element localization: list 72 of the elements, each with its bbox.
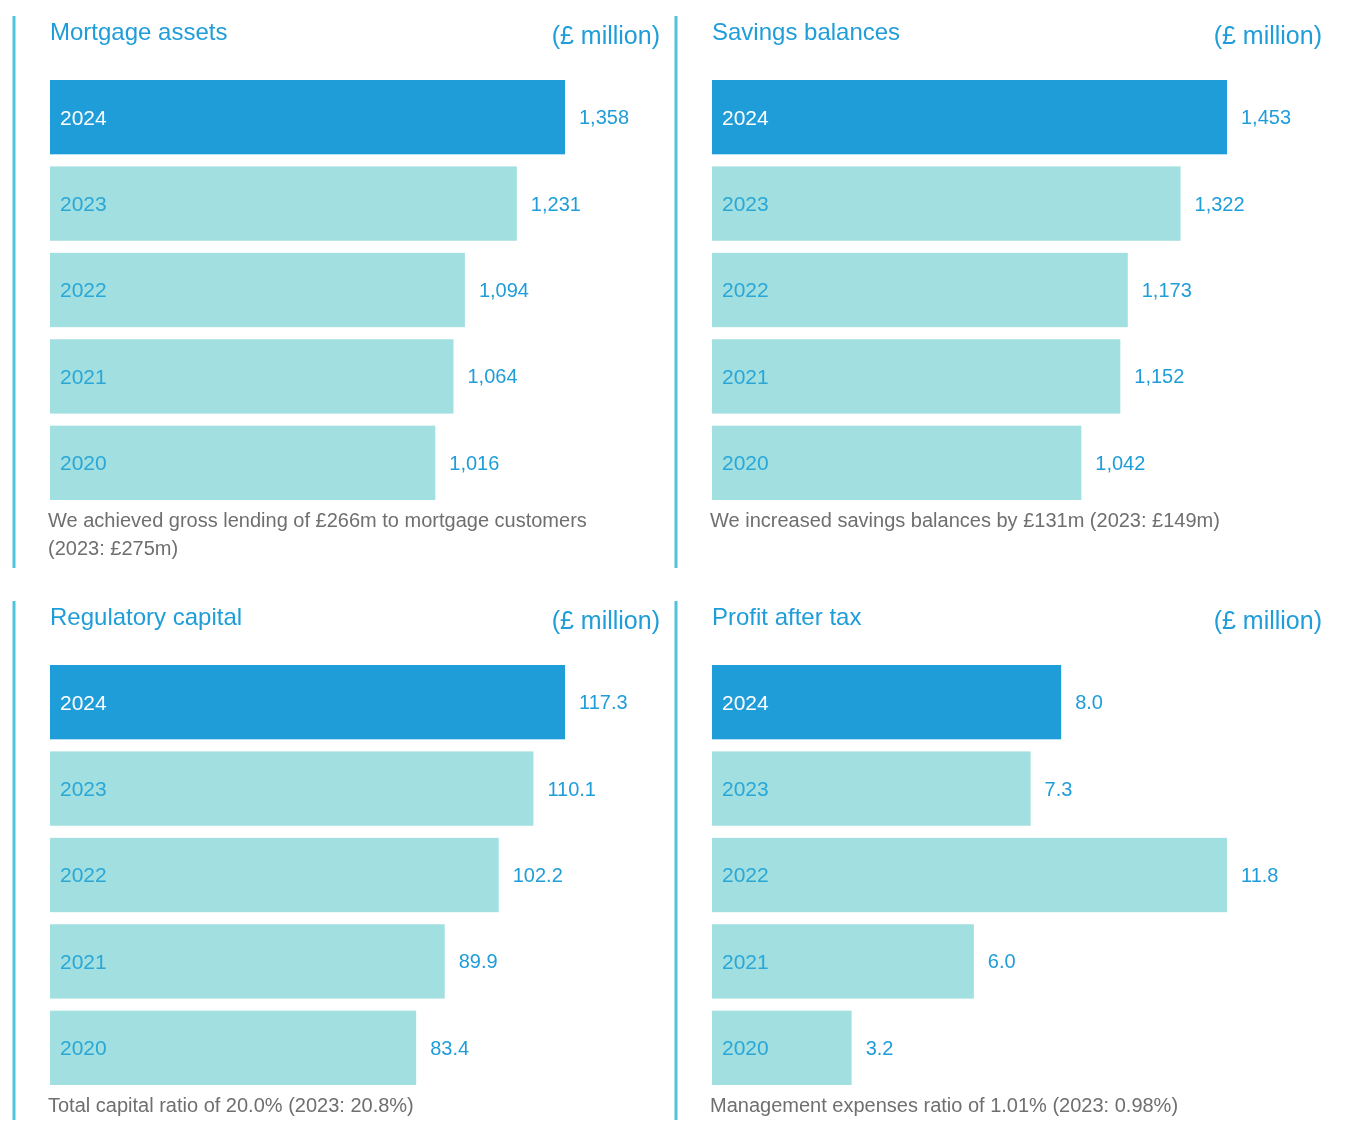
bar bbox=[50, 425, 436, 500]
data-label: 1,064 bbox=[467, 365, 518, 388]
data-label: 1,453 bbox=[1241, 106, 1292, 129]
bar bbox=[50, 924, 445, 999]
bar bbox=[50, 1010, 417, 1085]
data-label: 1,358 bbox=[579, 106, 630, 129]
y-tick-label: 2022 bbox=[722, 863, 769, 887]
bar bbox=[712, 1010, 852, 1085]
data-label: 11.8 bbox=[1241, 864, 1279, 886]
y-tick-label: 2024 bbox=[722, 690, 770, 714]
data-label: 1,094 bbox=[478, 279, 529, 301]
chart-subtitle: (£ million) bbox=[551, 606, 660, 634]
y-tick-label: 2022 bbox=[60, 278, 107, 302]
data-label: 110.1 bbox=[547, 777, 596, 800]
y-tick-label: 2023 bbox=[60, 776, 107, 800]
data-label: 7.3 bbox=[1044, 777, 1073, 800]
bar bbox=[712, 339, 1121, 414]
y-tick-label: 2024 bbox=[60, 690, 108, 714]
bar bbox=[712, 425, 1082, 500]
chart-title: Profit after tax bbox=[712, 603, 862, 630]
y-tick-label: 2023 bbox=[722, 191, 769, 215]
bar bbox=[50, 339, 454, 414]
y-tick-label: 2020 bbox=[722, 451, 769, 475]
chart-title: Savings balances bbox=[712, 18, 901, 45]
data-label: 83.4 bbox=[430, 1036, 470, 1059]
y-tick-label: 2020 bbox=[60, 1036, 107, 1060]
data-label: 3.2 bbox=[865, 1036, 894, 1059]
chart-subtitle: (£ million) bbox=[1213, 21, 1322, 49]
bar bbox=[50, 80, 565, 155]
y-tick-label: 2024 bbox=[60, 105, 108, 129]
chart-title: Mortgage assets bbox=[50, 18, 228, 45]
y-tick-label: 2021 bbox=[722, 364, 769, 388]
chart-subtitle: (£ million) bbox=[551, 21, 660, 49]
text: We achieved gross lending of £266m to mortgage customers (2023: £275m) bbox=[48, 508, 588, 561]
data-label: 1,173 bbox=[1141, 279, 1192, 301]
data-label: 1,042 bbox=[1095, 451, 1146, 474]
data-label: 1,016 bbox=[449, 451, 500, 474]
data-label: 89.9 bbox=[458, 950, 498, 973]
y-tick-label: 2020 bbox=[60, 451, 107, 475]
y-tick-label: 2023 bbox=[60, 191, 107, 215]
y-tick-label: 2022 bbox=[722, 278, 769, 302]
bar bbox=[712, 80, 1227, 155]
data-label: 102.2 bbox=[512, 864, 563, 886]
data-label: 117.3 bbox=[579, 691, 628, 714]
data-label: 6.0 bbox=[987, 950, 1016, 973]
data-label: 8.0 bbox=[1075, 691, 1103, 714]
y-tick-label: 2022 bbox=[60, 863, 107, 887]
y-tick-label: 2021 bbox=[60, 364, 107, 388]
text: Management expenses ratio of 1.01% (2023: 0.98%) bbox=[710, 1093, 1180, 1118]
bar bbox=[50, 166, 517, 241]
data-label: 1,322 bbox=[1194, 192, 1245, 215]
y-tick-label: 2021 bbox=[60, 949, 107, 973]
bar bbox=[712, 252, 1128, 328]
chart-subtitle: (£ million) bbox=[1213, 606, 1322, 634]
bar bbox=[50, 665, 565, 740]
y-tick-label: 2021 bbox=[722, 949, 769, 973]
y-tick-label: 2020 bbox=[722, 1036, 769, 1060]
bar bbox=[50, 837, 499, 913]
bar bbox=[50, 252, 465, 328]
data-label: 1,152 bbox=[1134, 365, 1185, 388]
bar bbox=[712, 665, 1062, 740]
bar bbox=[712, 166, 1181, 241]
data-label: 1,231 bbox=[530, 192, 581, 215]
bar bbox=[712, 924, 974, 999]
text: We increased savings balances by £131m (2023: £149m) bbox=[710, 508, 1221, 533]
chart-title: Regulatory capital bbox=[50, 603, 243, 630]
bar bbox=[712, 751, 1031, 826]
bar bbox=[712, 837, 1227, 913]
y-tick-label: 2024 bbox=[722, 105, 770, 129]
bar bbox=[50, 751, 534, 826]
text: Total capital ratio of 20.0% (2023: 20.8%) bbox=[48, 1093, 415, 1118]
y-tick-label: 2023 bbox=[722, 776, 769, 800]
